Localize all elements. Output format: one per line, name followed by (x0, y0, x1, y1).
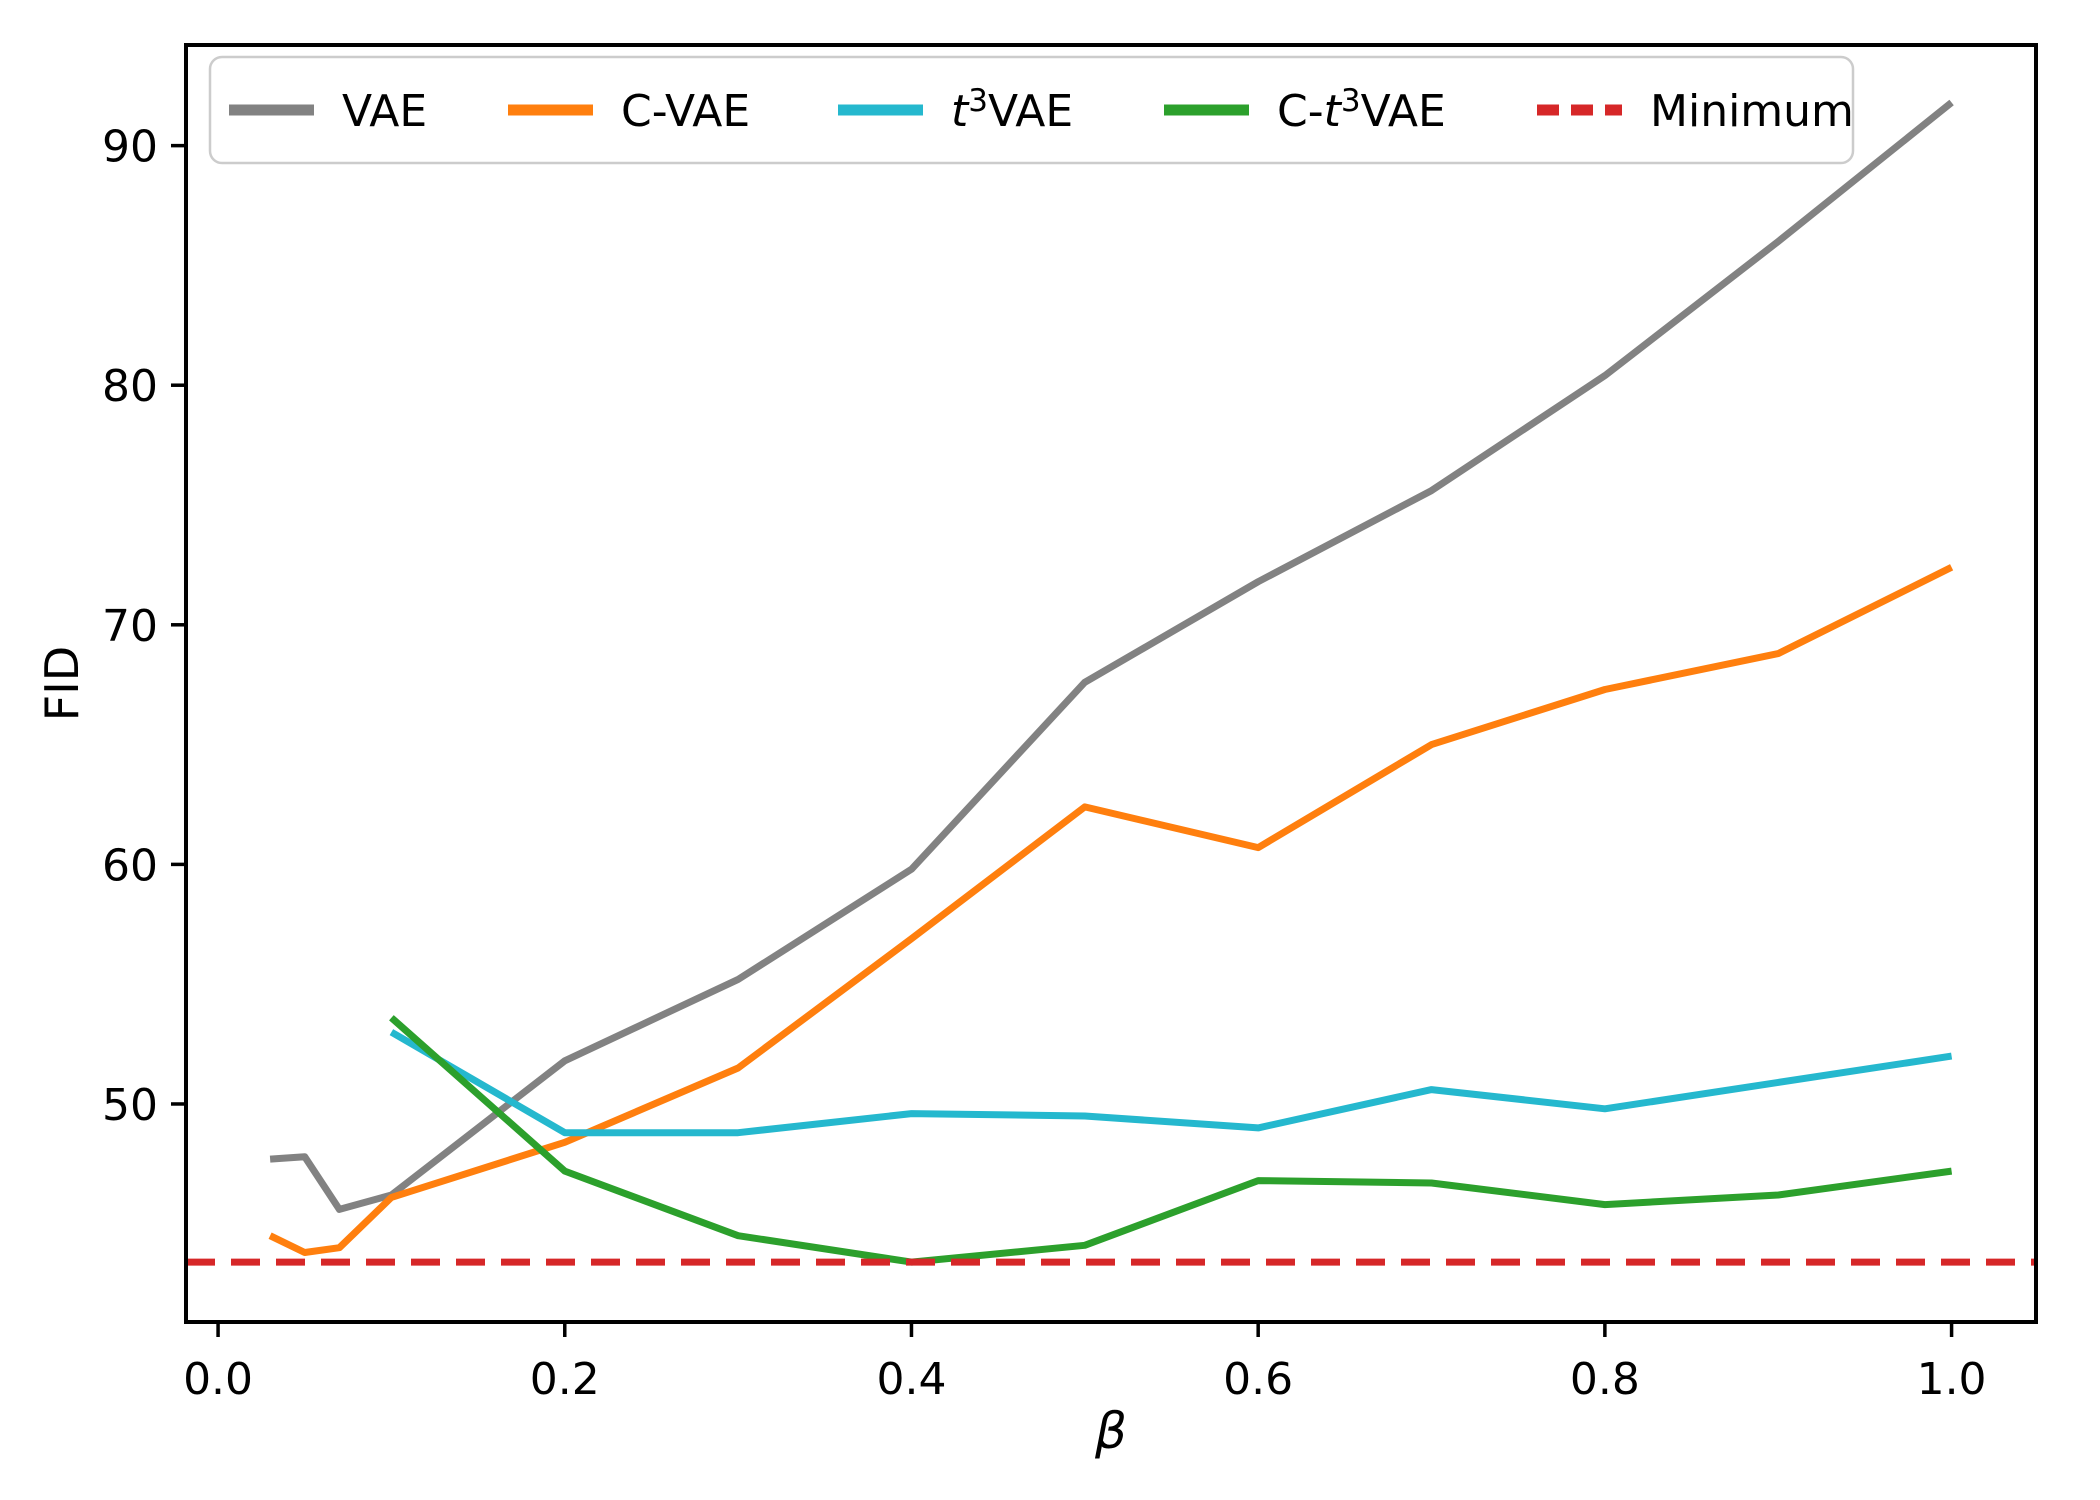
x-axis-tick-label: 0.6 (1223, 1354, 1293, 1405)
series-line-t-vae (389, 1029, 1953, 1137)
y-axis-label: FID (35, 646, 89, 721)
y-axis-tick-label: 70 (102, 601, 158, 652)
plot-border (184, 43, 2038, 1324)
legend-label-minimum: Minimum (1650, 86, 1854, 137)
legend-label-c-t-vae: C-t3​VAE (1277, 83, 1446, 137)
legend-box (208, 55, 1855, 165)
x-axis-tick-label: 0.0 (183, 1354, 253, 1405)
y-axis-tick-label: 80 (102, 361, 158, 412)
y-axis-tick-label: 90 (102, 122, 158, 173)
x-axis-label: β (1094, 1402, 1127, 1460)
legend-label-vae: VAE (342, 86, 427, 137)
x-axis-tick-label: 0.4 (876, 1354, 946, 1405)
x-axis-tick-label: 0.2 (530, 1354, 600, 1405)
x-axis-tick-label: 1.0 (1917, 1354, 1987, 1405)
series-line-c-vae (268, 564, 1954, 1256)
legend-label-c-vae: C-VAE (621, 86, 750, 137)
series-line-vae (269, 99, 1954, 1213)
y-axis-tick-label: 60 (102, 840, 158, 891)
series-line-c-t-vae (389, 1015, 1953, 1266)
x-axis-tick-label: 0.8 (1570, 1354, 1640, 1405)
legend-label-t-vae: t3​VAE (951, 83, 1073, 137)
y-axis-tick-label: 50 (102, 1080, 158, 1131)
